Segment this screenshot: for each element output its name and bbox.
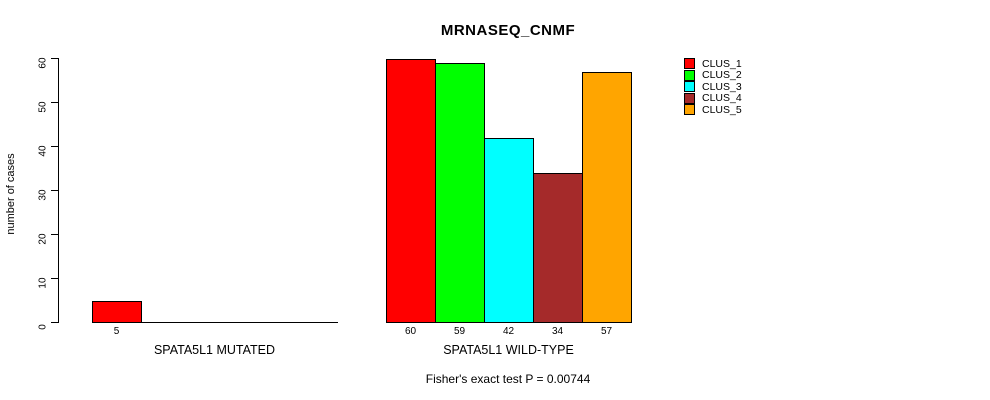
bar-value-label: 60 [404, 326, 417, 337]
y-tick-label-text: 50 [37, 101, 49, 113]
y-tick [51, 234, 58, 235]
bar-clus_3 [484, 138, 534, 323]
fisher-test-annotation: Fisher's exact test P = 0.00744 [425, 372, 591, 386]
y-tick-label-text: 10 [37, 277, 49, 289]
legend-item: CLUS_2 [684, 69, 742, 82]
legend-swatch-icon [684, 92, 695, 104]
legend-swatch-icon [684, 69, 695, 81]
y-tick [51, 190, 58, 191]
legend-item: CLUS_3 [684, 81, 742, 93]
legend-item-label: CLUS_4 [702, 92, 742, 105]
group-baseline [92, 322, 338, 323]
y-axis-line [58, 58, 59, 323]
bar-clus_5 [582, 72, 632, 323]
legend: CLUS_1 CLUS_2 CLUS_3 CLUS_4 CLUS_5 [684, 58, 742, 116]
bar-value-label: 42 [502, 326, 515, 337]
legend-item-label: CLUS_3 [702, 80, 742, 93]
bar-value-label: 34 [551, 326, 564, 337]
group-label: SPATA5L1 MUTATED [153, 343, 276, 357]
bar-clus_1 [92, 301, 142, 323]
chart-title: MRNASEQ_CNMF [440, 22, 576, 39]
legend-swatch-icon [684, 104, 695, 116]
bar-clus_1 [386, 59, 436, 323]
legend-item-label: CLUS_5 [702, 103, 742, 116]
y-tick-label-text: 30 [37, 189, 49, 201]
y-tick-label-text: 0 [37, 324, 49, 330]
y-tick [51, 322, 58, 323]
bar-clus_2 [435, 63, 485, 323]
y-tick [51, 146, 58, 147]
y-axis-title-text: number of cases [5, 153, 17, 235]
legend-item: CLUS_5 [684, 104, 742, 116]
legend-item-label: CLUS_2 [702, 69, 742, 82]
legend-item: CLUS_4 [684, 92, 742, 105]
y-tick [51, 102, 58, 103]
y-tick-label-text: 60 [37, 57, 49, 69]
y-tick [51, 278, 58, 279]
legend-item-label: CLUS_1 [702, 57, 742, 70]
y-tick-label-text: 40 [37, 145, 49, 157]
legend-swatch-icon [684, 81, 695, 93]
y-tick [51, 58, 58, 59]
legend-item: CLUS_1 [684, 58, 742, 70]
legend-swatch-icon [684, 58, 695, 70]
bar-clus_4 [533, 173, 583, 323]
bar-value-label: 59 [453, 326, 466, 337]
bar-value-label: 57 [600, 326, 613, 337]
y-tick-label-text: 20 [37, 233, 49, 245]
bar-value-label: 5 [113, 326, 120, 337]
group-label: SPATA5L1 WILD-TYPE [443, 343, 574, 357]
